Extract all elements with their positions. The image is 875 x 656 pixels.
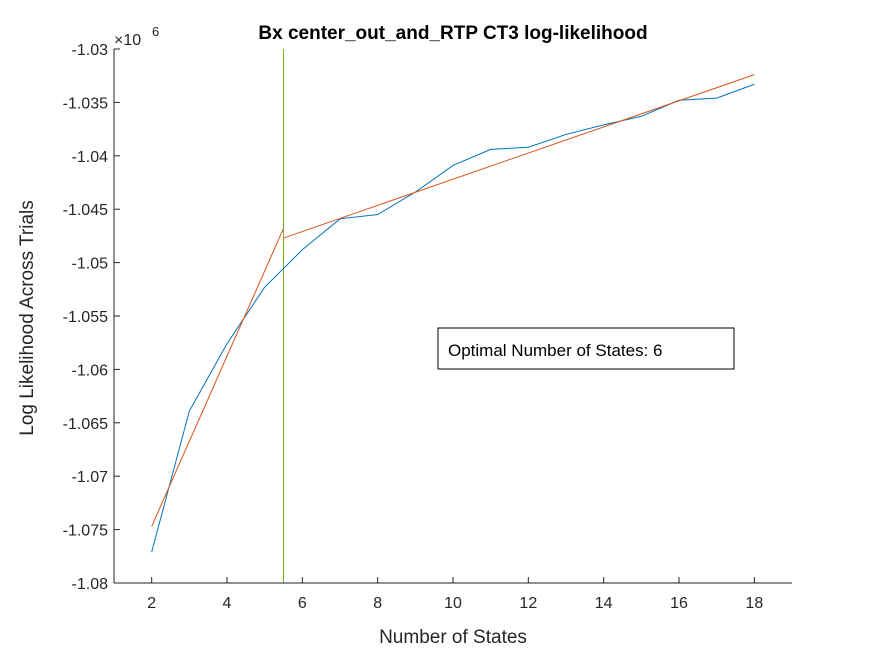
x-tick-label: 10 [444, 595, 462, 612]
x-tick-label: 6 [298, 595, 307, 612]
y-exponent-power: 6 [152, 24, 159, 39]
y-tick-label: -1.03 [72, 42, 109, 59]
y-exponent-base: ×10 [114, 32, 141, 49]
x-tick-label: 8 [373, 595, 382, 612]
x-tick-label: 14 [595, 595, 613, 612]
annotation-text: Optimal Number of States: 6 [448, 341, 662, 360]
y-axis-label: Log Likelihood Across Trials [17, 200, 38, 436]
series-line-1 [151, 83, 755, 553]
series-layer [151, 49, 755, 583]
x-tick-label: 4 [223, 595, 232, 612]
chart-title: Bx center_out_and_RTP CT3 log-likelihood [258, 23, 647, 44]
y-tick-label: -1.065 [63, 416, 108, 433]
y-tick-label: -1.075 [63, 523, 108, 540]
y-tick-label: -1.05 [72, 256, 109, 273]
y-tick-label: -1.035 [63, 95, 108, 112]
y-tick-label: -1.06 [72, 362, 109, 379]
plot-area [114, 49, 792, 583]
y-tick-label: -1.04 [72, 149, 109, 166]
x-tick-label: 12 [519, 595, 537, 612]
x-axis-label: Number of States [379, 627, 527, 648]
annotation-box: Optimal Number of States: 6 [437, 327, 735, 370]
y-tick-label: -1.07 [72, 469, 109, 486]
series-line-2 [151, 228, 284, 527]
y-tick-label: -1.08 [72, 576, 109, 593]
x-tick-label: 18 [745, 595, 763, 612]
y-tick-label: -1.045 [63, 202, 108, 219]
x-tick-label: 2 [147, 595, 156, 612]
y-tick-label: -1.055 [63, 309, 108, 326]
x-tick-label: 16 [670, 595, 688, 612]
series-line-3 [283, 74, 755, 239]
plot-background [114, 49, 792, 583]
axes-layer: 2 4 6 8 10 12 14 16 18 -1.08 -1.075 -1.07 -1.065 -1.0… [63, 42, 792, 612]
